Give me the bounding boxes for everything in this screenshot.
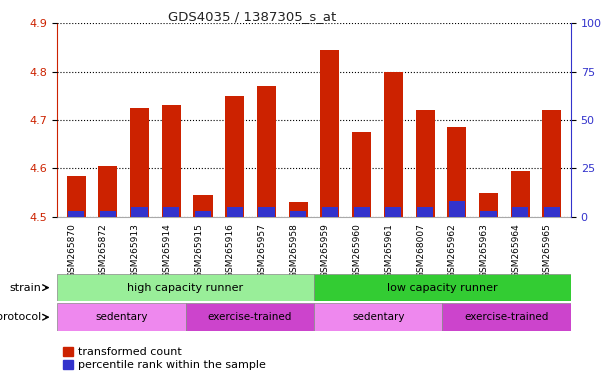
Bar — [314, 303, 442, 331]
Text: GSM265913: GSM265913 — [130, 223, 139, 278]
Bar — [290, 211, 307, 217]
Bar — [415, 110, 435, 217]
Bar — [186, 303, 314, 331]
Text: GSM265964: GSM265964 — [511, 223, 520, 278]
Bar — [512, 207, 528, 217]
Text: protocol: protocol — [0, 312, 41, 322]
Legend: transformed count, percentile rank within the sample: transformed count, percentile rank withi… — [63, 347, 266, 370]
Text: GSM265915: GSM265915 — [194, 223, 203, 278]
Bar — [322, 207, 338, 217]
Bar — [130, 108, 149, 217]
Text: GSM265870: GSM265870 — [67, 223, 76, 278]
Bar — [544, 207, 560, 217]
Text: GSM265959: GSM265959 — [321, 223, 330, 278]
Bar — [447, 127, 466, 217]
Bar — [100, 211, 116, 217]
Text: GSM265958: GSM265958 — [289, 223, 298, 278]
Bar — [57, 274, 314, 301]
Bar — [99, 166, 117, 217]
Bar — [258, 207, 275, 217]
Text: GSM265957: GSM265957 — [257, 223, 266, 278]
Bar — [314, 274, 571, 301]
Bar — [194, 195, 213, 217]
Bar — [384, 71, 403, 217]
Bar — [542, 110, 561, 217]
Text: GSM265872: GSM265872 — [99, 223, 108, 278]
Bar — [257, 86, 276, 217]
Bar — [195, 211, 211, 217]
Text: GSM265960: GSM265960 — [353, 223, 362, 278]
Text: GSM268007: GSM268007 — [416, 223, 425, 278]
Text: exercise-trained: exercise-trained — [207, 312, 292, 322]
Text: GSM265965: GSM265965 — [543, 223, 552, 278]
Text: GSM265961: GSM265961 — [384, 223, 393, 278]
Bar — [225, 96, 244, 217]
Text: strain: strain — [9, 283, 41, 293]
Bar — [67, 176, 85, 217]
Bar — [353, 207, 370, 217]
Bar — [417, 207, 433, 217]
Bar — [57, 303, 186, 331]
Bar — [163, 207, 179, 217]
Bar — [479, 193, 498, 217]
Bar — [132, 207, 148, 217]
Bar — [480, 211, 496, 217]
Bar — [288, 202, 308, 217]
Text: exercise-trained: exercise-trained — [465, 312, 549, 322]
Bar — [68, 211, 84, 217]
Bar — [442, 303, 571, 331]
Bar — [511, 171, 529, 217]
Text: GDS4035 / 1387305_s_at: GDS4035 / 1387305_s_at — [168, 10, 337, 23]
Bar — [385, 207, 401, 217]
Text: GSM265914: GSM265914 — [162, 223, 171, 278]
Text: GSM265916: GSM265916 — [226, 223, 235, 278]
Text: GSM265963: GSM265963 — [480, 223, 489, 278]
Text: low capacity runner: low capacity runner — [387, 283, 498, 293]
Text: sedentary: sedentary — [95, 312, 148, 322]
Text: high capacity runner: high capacity runner — [127, 283, 243, 293]
Text: GSM265962: GSM265962 — [448, 223, 457, 278]
Bar — [162, 106, 181, 217]
Bar — [352, 132, 371, 217]
Bar — [449, 202, 465, 217]
Bar — [227, 207, 243, 217]
Bar — [320, 50, 340, 217]
Text: sedentary: sedentary — [352, 312, 404, 322]
